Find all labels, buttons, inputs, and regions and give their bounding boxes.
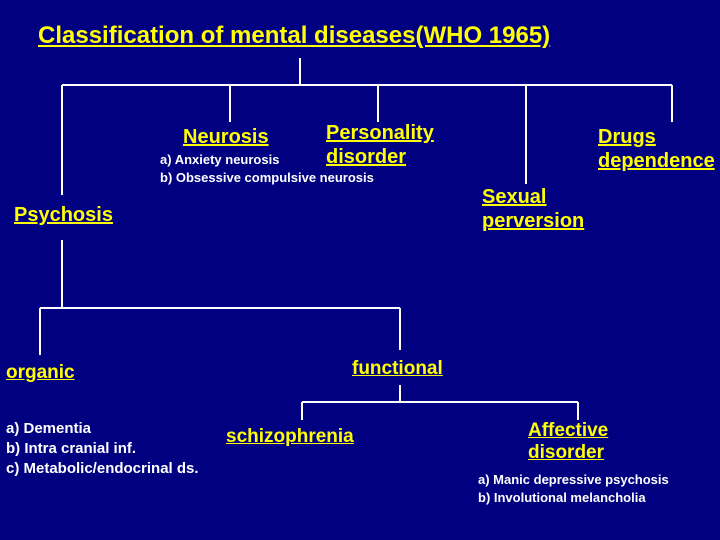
organic-item-a: a) Dementia (6, 420, 91, 437)
node-personality-line2: disorder (326, 146, 406, 169)
node-sexual-line2: perversion (482, 210, 584, 233)
node-personality-line1: Personality (326, 122, 434, 145)
neurosis-item-a: a) Anxiety neurosis (160, 152, 279, 167)
node-drugs-line1: Drugs (598, 126, 656, 149)
node-organic: organic (6, 362, 75, 384)
connector-lines (0, 0, 720, 540)
organic-item-c: c) Metabolic/endocrinal ds. (6, 460, 199, 477)
neurosis-item-b: b) Obsessive compulsive neurosis (160, 170, 374, 185)
node-drugs-line2: dependence (598, 150, 715, 173)
affective-item-b: b) Involutional melancholia (478, 490, 646, 505)
page-title: Classification of mental diseases(WHO 19… (38, 22, 550, 50)
node-functional: functional (352, 358, 443, 380)
node-affective-line1: Affective (528, 420, 608, 442)
node-affective-line2: disorder (528, 442, 604, 464)
node-sexual-line1: Sexual (482, 186, 546, 209)
affective-item-a: a) Manic depressive psychosis (478, 472, 669, 487)
node-neurosis: Neurosis (183, 126, 269, 149)
node-psychosis: Psychosis (14, 204, 113, 227)
organic-item-b: b) Intra cranial inf. (6, 440, 136, 457)
node-schizophrenia: schizophrenia (226, 426, 354, 448)
